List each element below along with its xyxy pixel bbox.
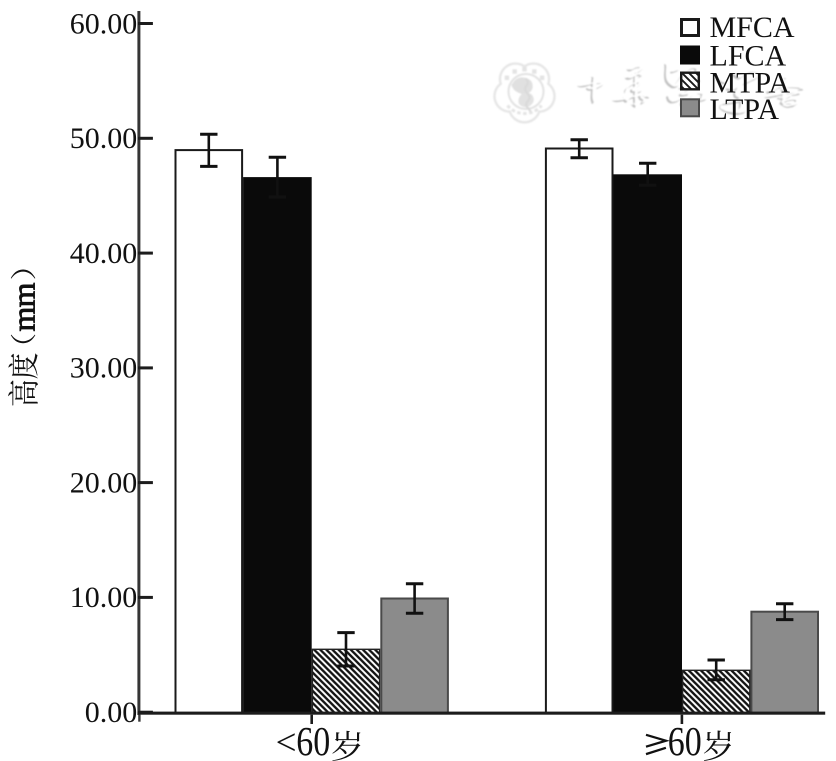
svg-text:20.00: 20.00 [70,466,138,499]
svg-text:LFCA: LFCA [710,39,787,72]
svg-text:40.00: 40.00 [70,237,138,270]
svg-text:30.00: 30.00 [70,352,138,385]
svg-text:60.00: 60.00 [70,7,138,40]
svg-text:60: 60 [668,719,702,761]
svg-text:<: < [276,723,297,761]
svg-text:10.00: 10.00 [70,581,138,614]
svg-text:60: 60 [296,719,330,761]
svg-text:0.00: 0.00 [85,696,138,729]
svg-text:MFCA: MFCA [710,11,795,44]
svg-text:MTPA: MTPA [710,66,791,99]
svg-text:LTPA: LTPA [710,93,780,126]
svg-text:50.00: 50.00 [70,122,138,155]
